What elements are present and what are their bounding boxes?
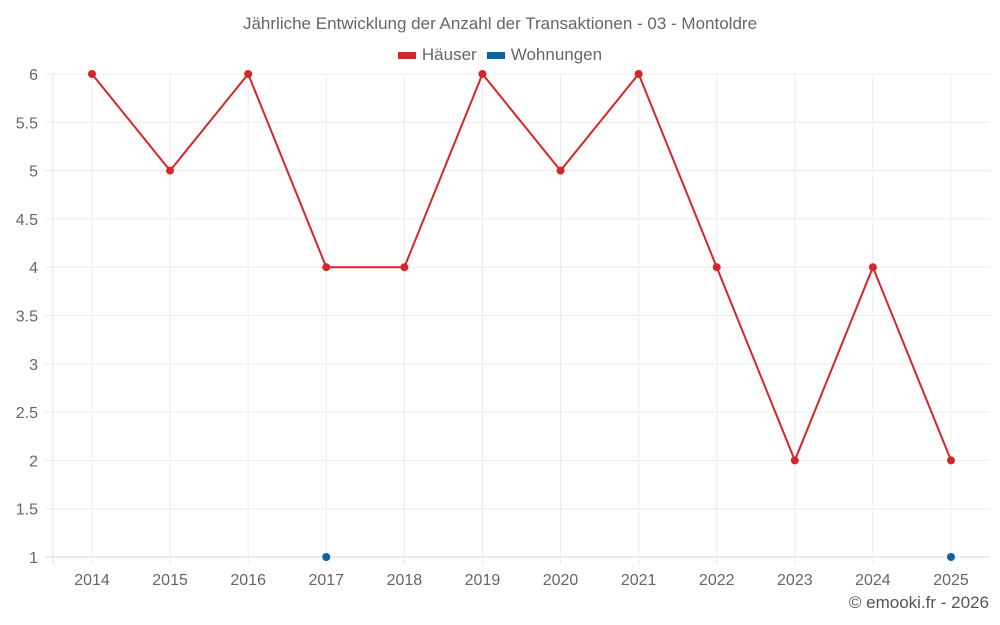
legend-item-haeuser[interactable]: Häuser	[397, 45, 477, 65]
data-point[interactable]	[556, 166, 565, 175]
x-tick-label: 2016	[230, 572, 266, 589]
x-tick-label: 2014	[74, 572, 110, 589]
x-tick-label: 2020	[543, 572, 579, 589]
y-tick-label: 4	[29, 260, 38, 277]
legend-item-wohnungen[interactable]: Wohnungen	[486, 45, 603, 65]
chart-title: Jährliche Entwicklung der Anzahl der Tra…	[242, 14, 758, 33]
data-point[interactable]	[790, 456, 799, 465]
data-point[interactable]	[868, 263, 877, 272]
data-point[interactable]	[244, 70, 253, 78]
legend: Häuser Wohnungen	[0, 45, 1000, 65]
y-tick-label: 1	[29, 550, 38, 567]
y-tick-label: 5.5	[16, 115, 38, 132]
legend-swatch-red-icon	[397, 51, 416, 59]
y-tick-label: 3	[29, 357, 38, 374]
y-tick-label: 2	[29, 453, 38, 470]
data-point[interactable]	[634, 70, 643, 78]
y-tick-label: 3.5	[16, 309, 38, 326]
x-tick-label: 2022	[699, 572, 735, 589]
x-tick-label: 2021	[621, 572, 657, 589]
legend-swatch-blue-icon	[486, 51, 505, 59]
x-tick-label: 2015	[152, 572, 188, 589]
series-line	[91, 72, 952, 464]
data-point[interactable]	[947, 553, 955, 561]
y-tick-label: 6	[29, 67, 38, 84]
x-tick-label: 2017	[308, 572, 344, 589]
x-tick-label: 2018	[387, 572, 423, 589]
y-tick-label: 2.5	[16, 405, 38, 422]
data-point[interactable]	[166, 166, 175, 175]
copyright-credit: © emooki.fr - 2026	[848, 593, 989, 612]
data-point[interactable]	[400, 263, 409, 272]
y-tick-label: 4.5	[16, 212, 38, 229]
x-tick-label: 2025	[933, 572, 969, 589]
y-axis: 1 1.5 2 2.5 3 3.5 4 4.5 5 5.5 6	[16, 67, 38, 567]
legend-label: Häuser	[421, 45, 477, 64]
x-axis: 2014 2015 2016 2017 2018 2019 2020 2021 2022 2023…	[74, 572, 969, 589]
data-point[interactable]	[478, 70, 487, 78]
legend-label: Wohnungen	[510, 45, 603, 64]
x-tick-label: 2023	[777, 572, 813, 589]
data-point[interactable]	[947, 456, 955, 465]
data-point[interactable]	[322, 263, 331, 272]
x-tick-label: 2024	[855, 572, 891, 589]
data-point[interactable]	[88, 70, 96, 78]
series-layer	[88, 70, 955, 561]
y-tick-label: 1.5	[16, 502, 38, 519]
x-tick-label: 2019	[465, 572, 501, 589]
data-point[interactable]	[712, 263, 721, 272]
y-tick-label: 5	[29, 164, 38, 181]
gridlines	[45, 73, 990, 565]
data-point[interactable]	[322, 553, 331, 561]
